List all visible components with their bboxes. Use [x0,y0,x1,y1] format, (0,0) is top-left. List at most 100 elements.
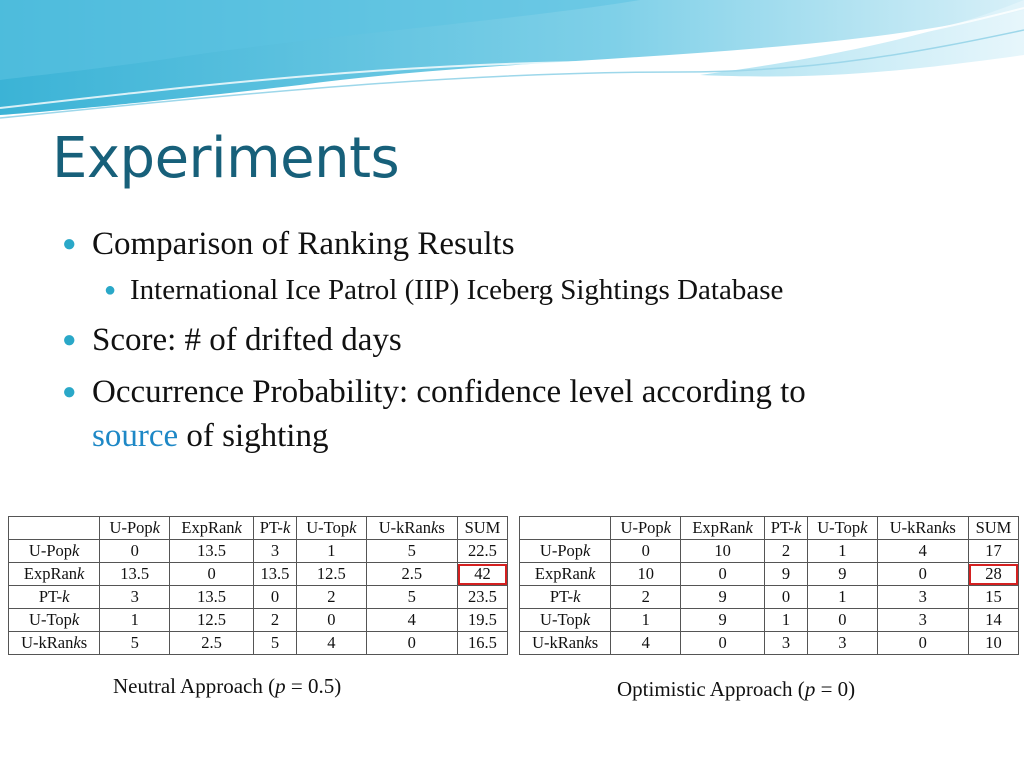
table-row: U-Topk 1 9 1 0 3 14 [518,608,1020,632]
table-cell: 13.5 [252,562,297,586]
table-cell: 16.5 [456,631,509,655]
table-cell: 1 [763,608,808,632]
table-cell: 4 [610,631,682,655]
caption-variable: p [275,674,286,698]
table-cell: 1 [99,608,171,632]
bullet-text-tail: of sighting [178,418,329,454]
table-cell: 0 [295,608,367,632]
neutral-results-table: U-Popk ExpRank PT-k U-Topk U-kRanks SUM U-Popk… [7,516,509,655]
table-cell: 19.5 [456,608,509,632]
row-header: PT-k [518,585,612,609]
caption-prefix: Optimistic Approach ( [617,677,805,701]
optimistic-caption: Optimistic Approach (p = 0) [617,677,855,702]
table-row: U-Topk 1 12.5 2 0 4 19.5 [7,608,509,632]
table-row: PT-k 2 9 0 1 3 15 [518,585,1020,609]
column-header: U-Topk [806,516,878,540]
table-cell: 3 [876,608,969,632]
table-row: U-Popk 0 10 2 1 4 17 [518,539,1020,563]
table-cell: 2 [763,539,808,563]
table-cell: 2.5 [169,631,254,655]
neutral-caption: Neutral Approach (p = 0.5) [113,674,341,699]
bullet-dot-icon: ● [62,327,77,353]
table-cell: 0 [365,631,458,655]
caption-suffix: = 0.5) [285,674,342,698]
table-cell: 5 [365,585,458,609]
table-row: ExpRank 13.5 0 13.5 12.5 2.5 42 [7,562,509,586]
table-cell: 4 [876,539,969,563]
table-header-row: U-Popk ExpRank PT-k U-Topk U-kRanks SUM [7,516,509,540]
column-header: SUM [967,516,1020,540]
table-cell: 5 [252,631,297,655]
bullet-item: ● Comparison of Ranking Results [62,222,1002,266]
table-cell: 3 [763,631,808,655]
column-header: U-Topk [295,516,367,540]
table-cell: 0 [169,562,254,586]
table-cell: 9 [763,562,808,586]
row-header: PT-k [7,585,101,609]
bullet-dot-icon: ● [104,279,117,301]
column-header: U-kRanks [365,516,458,540]
table-cell: 1 [295,539,367,563]
bullet-list: ● Comparison of Ranking Results ● Intern… [62,222,1002,466]
table-cell: 3 [876,585,969,609]
table-cell: 13.5 [169,585,254,609]
table-cell: 3 [252,539,297,563]
highlighted-sum-cell: 42 [456,562,509,586]
table-cell: 10 [610,562,682,586]
table-cell: 1 [610,608,682,632]
row-header: U-kRanks [518,631,612,655]
table-cell: 3 [99,585,171,609]
row-header: U-Topk [518,608,612,632]
table-cell: 2.5 [365,562,458,586]
table-cell: 9 [680,608,765,632]
column-header: ExpRank [169,516,254,540]
column-header: U-Popk [610,516,682,540]
table-row: ExpRank 10 0 9 9 0 28 [518,562,1020,586]
highlighted-sum-cell: 28 [967,562,1020,586]
row-header: ExpRank [518,562,612,586]
table-cell: 0 [610,539,682,563]
column-header: PT-k [252,516,297,540]
row-header: U-Topk [7,608,101,632]
row-header: ExpRank [7,562,101,586]
row-header: U-kRanks [7,631,101,655]
table-cell: 14 [967,608,1020,632]
table-row: PT-k 3 13.5 0 2 5 23.5 [7,585,509,609]
source-link[interactable]: source [92,418,179,454]
table-cell: 4 [365,608,458,632]
table-cell: 13.5 [169,539,254,563]
bullet-item: ● Occurrence Probability: confidence lev… [62,370,1002,458]
caption-suffix: = 0) [815,677,856,701]
row-header: U-Popk [7,539,101,563]
table-cell: 0 [876,562,969,586]
table-cell: 0 [99,539,171,563]
column-header: SUM [456,516,509,540]
column-header: PT-k [763,516,808,540]
table-cell: 5 [365,539,458,563]
table-cell: 0 [763,585,808,609]
table-cell: 0 [680,562,765,586]
bullet-dot-icon: ● [62,231,77,257]
table-cell: 17 [967,539,1020,563]
table-cell: 3 [806,631,878,655]
slide-title: Experiments [52,126,400,191]
table-row: U-Popk 0 13.5 3 1 5 22.5 [7,539,509,563]
table-cell: 2 [295,585,367,609]
table-cell: 15 [967,585,1020,609]
table-row: U-kRanks 4 0 3 3 0 10 [518,631,1020,655]
bullet-text: Score: # of drifted days [92,322,402,358]
row-header: U-Popk [518,539,612,563]
caption-variable: p [804,677,816,701]
bullet-item: ● Score: # of drifted days [62,318,1002,362]
table-cell: 9 [806,562,878,586]
table-corner-cell [7,516,101,540]
table-cell: 4 [295,631,367,655]
bullet-text: Comparison of Ranking Results [92,226,515,262]
column-header: ExpRank [680,516,765,540]
table-cell: 12.5 [169,608,254,632]
table-row: U-kRanks 5 2.5 5 4 0 16.5 [7,631,509,655]
bullet-text: Occurrence Probability: confidence level… [92,374,806,410]
table-cell: 12.5 [295,562,367,586]
table-cell: 23.5 [456,585,509,609]
table-cell: 22.5 [456,539,509,563]
